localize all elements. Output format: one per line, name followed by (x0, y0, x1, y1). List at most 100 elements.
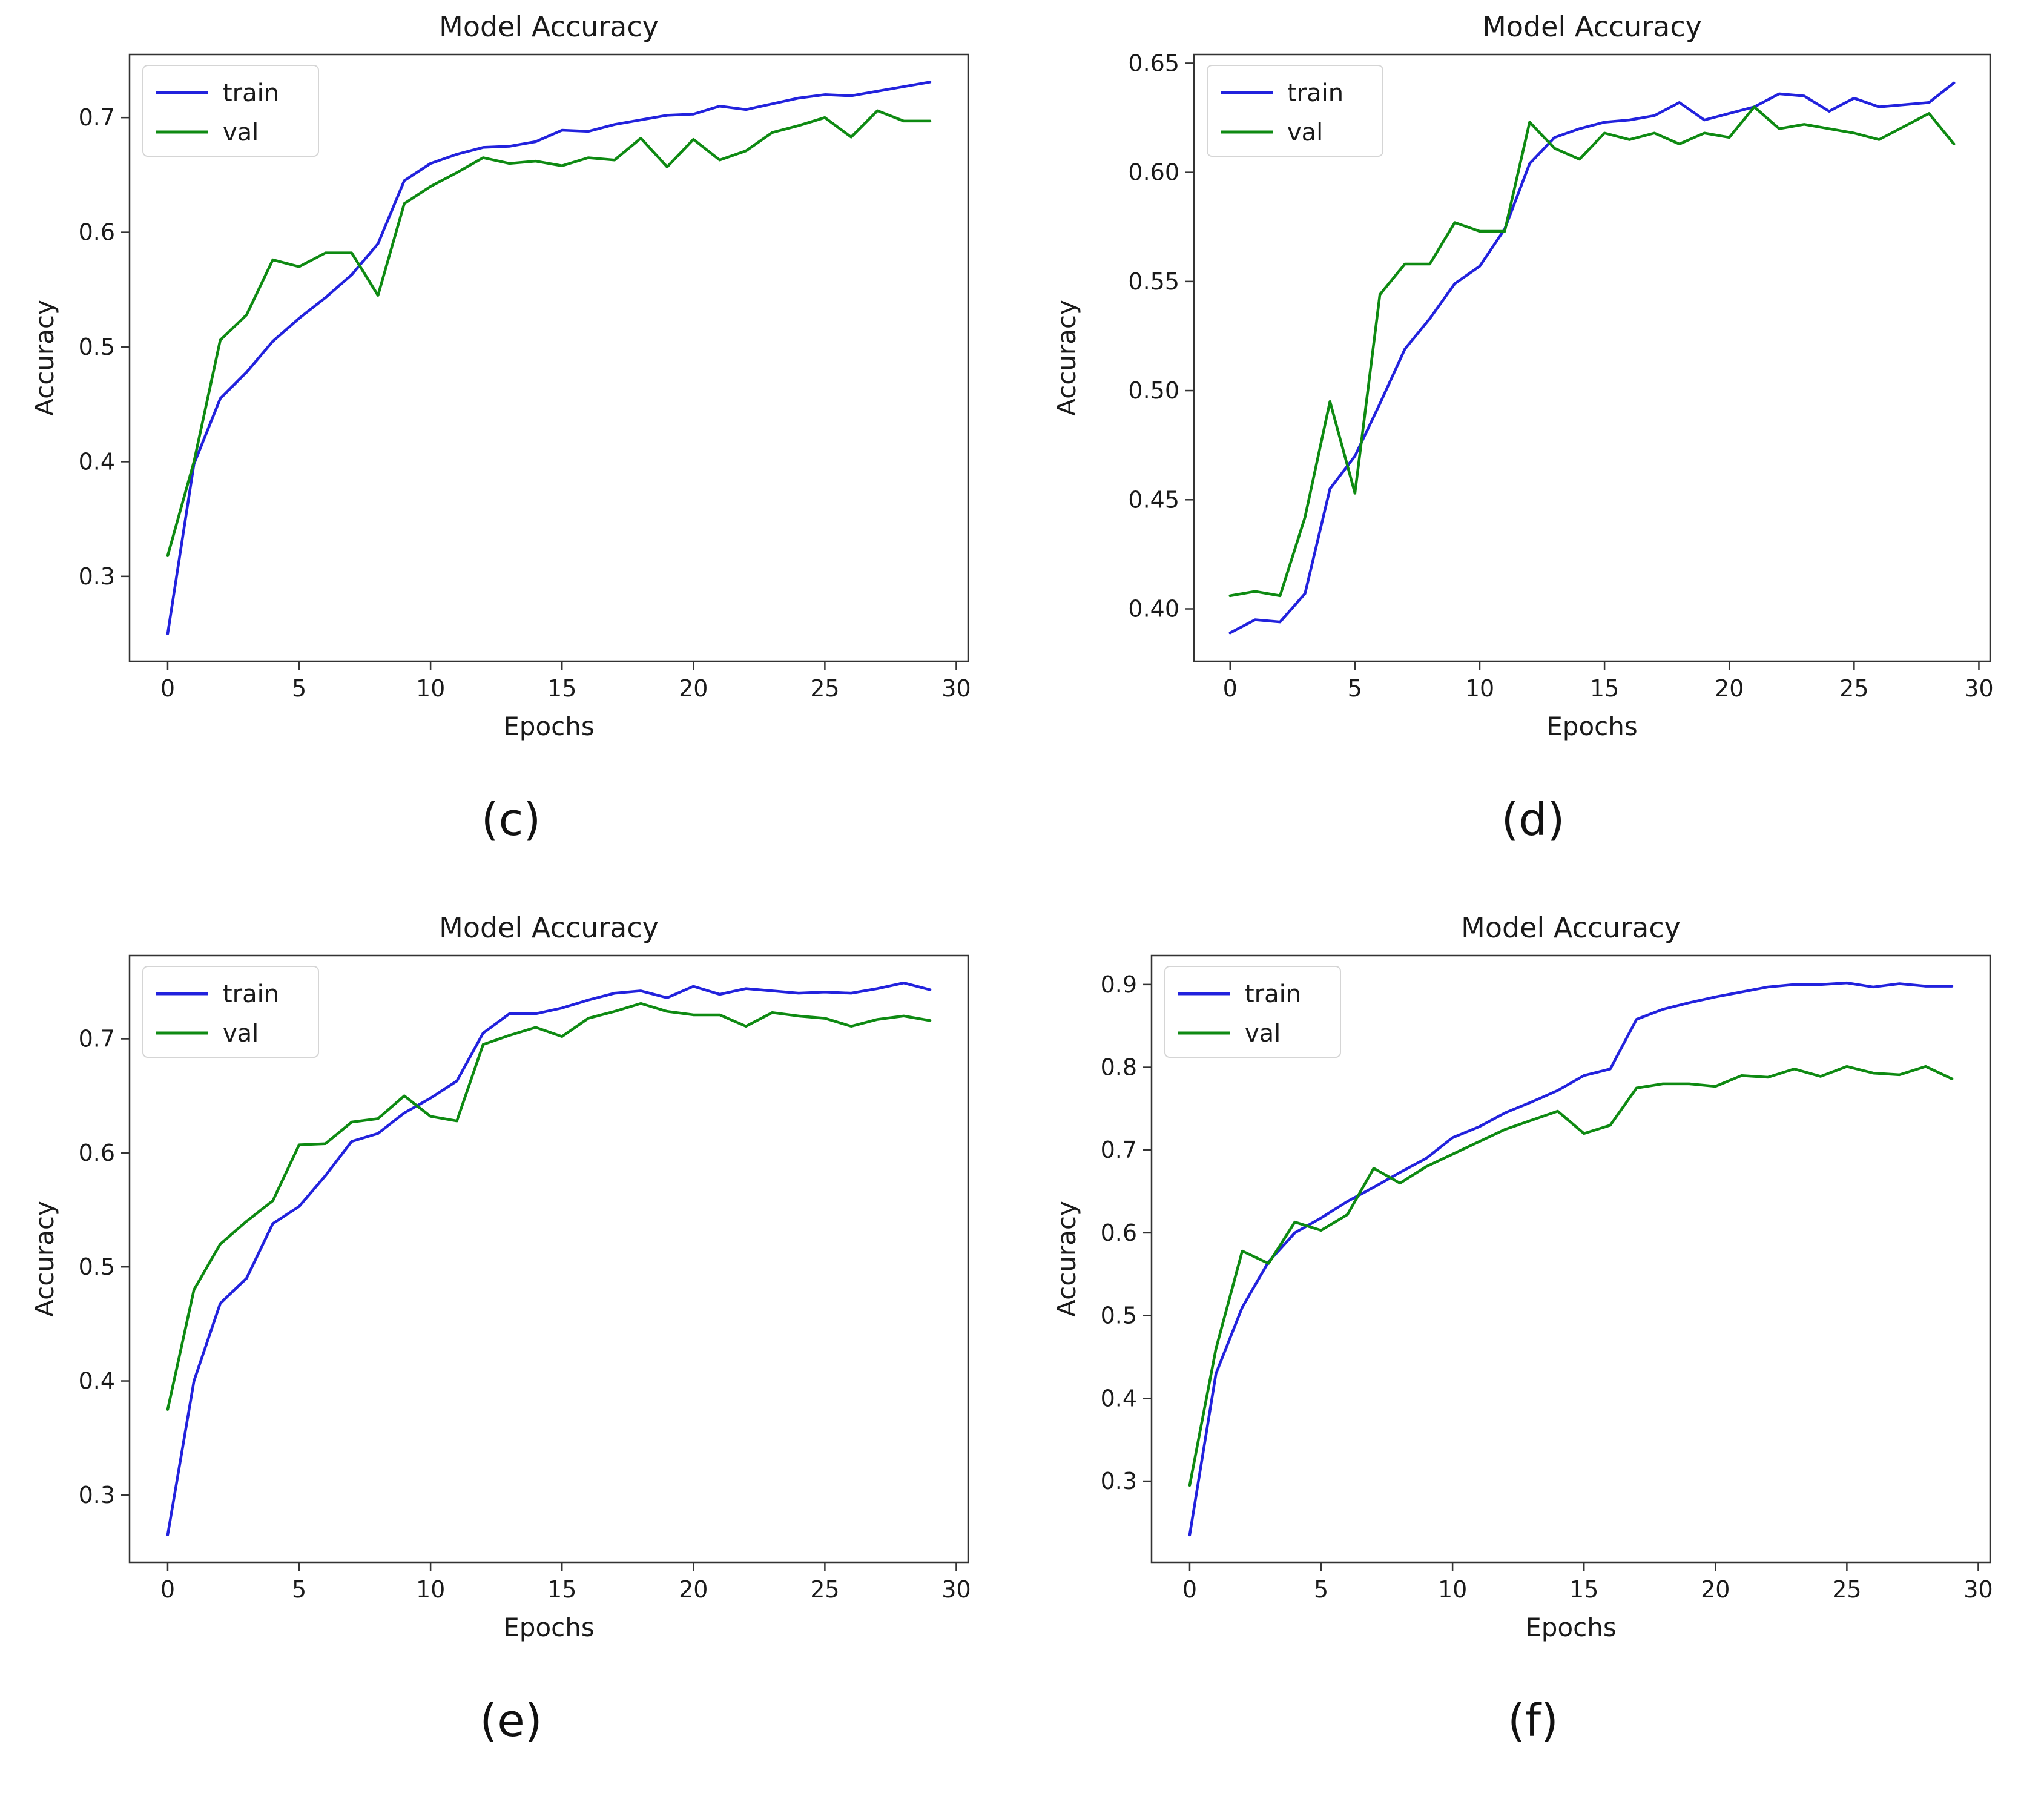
x-tick-label: 20 (1715, 675, 1744, 702)
x-tick-label: 20 (1701, 1576, 1730, 1603)
legend-label-train: train (1287, 79, 1343, 107)
x-tick-label: 30 (1963, 1576, 1993, 1603)
x-tick-label: 0 (1182, 1576, 1197, 1603)
plot-area: 0 5 10 15 20 25 30 0.3 0.4 0.5 0.6 0.7 (79, 53, 971, 702)
y-tick-label: 0.5 (79, 1253, 115, 1280)
x-tick-label: 20 (679, 675, 708, 702)
x-tick-label: 15 (547, 1576, 576, 1603)
legend-label-train: train (223, 980, 279, 1008)
y-tick-label: 0.55 (1128, 268, 1179, 295)
y-tick-label: 0.6 (79, 219, 115, 246)
train-series-line (166, 81, 932, 635)
y-tick-label: 0.4 (79, 448, 115, 475)
x-axis-label: Epochs (503, 1613, 595, 1642)
y-tick-label: 0.3 (79, 563, 115, 590)
train-series-line (1228, 81, 1956, 635)
plot-area: 0 5 10 15 20 25 30 0.40 0.45 0.50 0.55 0.60 0.65 (1128, 50, 1993, 702)
chart-d: Model Accuracy Accuracy Epochs 0 5 10 15 20 2… (1052, 10, 1994, 741)
y-tick-label: 0.7 (79, 1025, 115, 1052)
chart-title: Model Accuracy (439, 10, 659, 43)
subfigure-caption-e: (e) (480, 1695, 542, 1747)
y-tick-label: 0.7 (79, 104, 115, 131)
y-tick-label: 0.6 (79, 1140, 115, 1166)
y-tick-label: 0.7 (1101, 1137, 1137, 1163)
legend-label-val: val (223, 1020, 259, 1048)
y-tick-label: 0.50 (1128, 377, 1179, 404)
chart-title: Model Accuracy (1461, 911, 1681, 944)
y-tick-label: 0.4 (1101, 1385, 1137, 1412)
plot-border (128, 954, 969, 1564)
x-tick-label: 25 (810, 1576, 839, 1603)
x-tick-label: 25 (1832, 1576, 1861, 1603)
x-tick-label: 0 (160, 1576, 175, 1603)
subfigure-caption-f: (f) (1508, 1695, 1558, 1747)
x-tick-label: 10 (416, 1576, 445, 1603)
plot-border (1193, 53, 1991, 662)
y-axis-label: Accuracy (1052, 300, 1081, 416)
legend-label-train: train (1245, 980, 1301, 1008)
legend-label-train: train (223, 79, 279, 107)
y-axis-label: Accuracy (30, 300, 59, 416)
x-tick-label: 30 (1964, 675, 1993, 702)
x-axis-label: Epochs (1546, 712, 1638, 741)
legend-label-val: val (1245, 1020, 1281, 1048)
legend-label-val: val (1287, 119, 1323, 147)
y-tick-label: 0.3 (79, 1482, 115, 1508)
train-series-line (1188, 981, 1954, 1537)
x-tick-label: 25 (1839, 675, 1868, 702)
y-tick-label: 0.45 (1128, 486, 1179, 513)
subfigure-caption-c: (c) (481, 794, 541, 846)
x-tick-label: 5 (1314, 1576, 1328, 1603)
figure-cell-f: Model Accuracy Accuracy Epochs 0 5 10 15 20 2… (1022, 901, 2044, 1793)
x-tick-label: 5 (292, 1576, 306, 1603)
chart-e: Model Accuracy Accuracy Epochs 0 5 10 15 20 2… (30, 911, 971, 1642)
legend: train val (142, 966, 319, 1058)
figure-cell-e: Model Accuracy Accuracy Epochs 0 5 10 15 20 2… (0, 901, 1022, 1793)
chart-title: Model Accuracy (439, 911, 659, 944)
x-tick-label: 5 (292, 675, 306, 702)
val-series-line (1188, 1065, 1954, 1487)
y-tick-label: 0.3 (1101, 1468, 1137, 1494)
x-tick-label: 5 (1348, 675, 1362, 702)
y-tick-label: 0.60 (1128, 159, 1179, 186)
plot-border (1150, 954, 1991, 1564)
x-tick-label: 10 (1465, 675, 1494, 702)
x-tick-label: 15 (1569, 1576, 1598, 1603)
y-tick-label: 0.5 (1101, 1303, 1137, 1329)
x-tick-label: 15 (1590, 675, 1619, 702)
y-axis-label: Accuracy (1052, 1201, 1081, 1317)
chart-f: Model Accuracy Accuracy Epochs 0 5 10 15 20 2… (1052, 911, 1993, 1642)
y-tick-label: 0.6 (1101, 1220, 1137, 1246)
train-series-line (166, 981, 932, 1537)
x-tick-label: 30 (941, 675, 971, 702)
x-tick-label: 25 (810, 675, 839, 702)
y-tick-label: 0.40 (1128, 595, 1179, 622)
x-tick-label: 0 (160, 675, 175, 702)
x-tick-label: 30 (941, 1576, 971, 1603)
x-tick-label: 20 (679, 1576, 708, 1603)
y-tick-label: 0.65 (1128, 50, 1179, 76)
plot-area: 0 5 10 15 20 25 30 0.3 0.4 0.5 0.6 0.7 0.8 0.9 (1101, 954, 1993, 1603)
chart-title: Model Accuracy (1482, 10, 1702, 43)
chart-c: Model Accuracy Accuracy Epochs 0 5 10 15 20 2… (30, 10, 971, 741)
y-tick-label: 0.4 (79, 1368, 115, 1395)
figure-cell-d: Model Accuracy Accuracy Epochs 0 5 10 15 20 2… (1022, 0, 2044, 901)
x-axis-label: Epochs (503, 712, 595, 741)
y-tick-label: 0.8 (1101, 1054, 1137, 1081)
plot-border (128, 53, 969, 662)
val-series-line (1228, 105, 1956, 598)
x-tick-label: 10 (1438, 1576, 1467, 1603)
subfigure-caption-d: (d) (1501, 794, 1565, 846)
y-tick-label: 0.9 (1101, 971, 1137, 998)
x-tick-label: 10 (416, 675, 445, 702)
plot-area: 0 5 10 15 20 25 30 0.3 0.4 0.5 0.6 0.7 (79, 954, 971, 1603)
x-axis-label: Epochs (1525, 1613, 1617, 1642)
legend-label-val: val (223, 119, 259, 147)
legend: train val (1207, 65, 1383, 157)
figure-cell-c: Model Accuracy Accuracy Epochs 0 5 10 15 20 2… (0, 0, 1022, 901)
x-tick-label: 15 (547, 675, 576, 702)
legend: train val (1164, 966, 1341, 1058)
val-series-line (166, 109, 932, 557)
y-axis-label: Accuracy (30, 1201, 59, 1317)
